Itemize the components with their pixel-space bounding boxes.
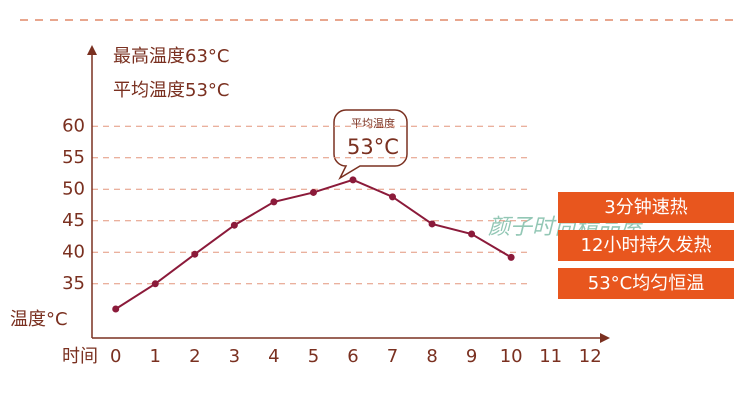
data-point (468, 230, 476, 238)
x-axis-arrow (600, 333, 610, 343)
annotation: 平均温度53°C (113, 80, 229, 101)
y-tick-label: 35 (62, 273, 85, 294)
data-line (115, 178, 512, 310)
badge-text: 53°C均匀恒温 (588, 273, 704, 294)
data-point (270, 198, 278, 206)
y-tick-label: 60 (62, 115, 85, 136)
data-point (507, 253, 515, 261)
x-tick-label: 8 (426, 346, 437, 367)
x-tick-label: 6 (347, 346, 358, 367)
x-tick-label: 7 (387, 346, 398, 367)
x-tick-label: 0 (110, 346, 121, 367)
badge-box (558, 192, 734, 223)
x-tick-label: 9 (466, 346, 477, 367)
data-point (112, 305, 120, 313)
data-point (191, 250, 199, 258)
callout-bubble (333, 109, 408, 180)
data-point (230, 221, 238, 229)
x-tick-label: 2 (189, 346, 200, 367)
x-tick-label: 4 (268, 346, 279, 367)
x-tick-label: 10 (500, 346, 523, 367)
data-point (309, 188, 317, 196)
x-tick-label: 5 (308, 346, 319, 367)
data-point (151, 280, 159, 288)
data-point (428, 220, 436, 228)
y-tick-label: 40 (62, 241, 85, 262)
x-tick-label: 3 (229, 346, 240, 367)
badge-text: 12小时持久发热 (581, 235, 712, 256)
y-axis-label: 温度°C (10, 309, 68, 330)
data-point (349, 176, 357, 184)
y-tick-label: 55 (62, 147, 85, 168)
annotation: 最高温度63°C (113, 46, 229, 67)
x-tick-label: 11 (539, 346, 562, 367)
x-axis-label: 时间 (62, 346, 98, 367)
badge-box (558, 268, 734, 299)
callout-label: 平均温度 (351, 116, 395, 130)
y-axis-arrow (87, 45, 97, 55)
data-point (389, 193, 397, 201)
badge-box (558, 230, 734, 261)
y-tick-label: 45 (62, 210, 85, 231)
y-tick-label: 50 (62, 178, 85, 199)
x-tick-label: 1 (150, 346, 161, 367)
x-tick-label: 12 (579, 346, 602, 367)
badges: 3分钟速热 12小时持久发热 53°C均匀恒温 (558, 192, 734, 299)
callout-text: 53°C (347, 135, 399, 159)
badge-text: 3分钟速热 (604, 197, 687, 218)
